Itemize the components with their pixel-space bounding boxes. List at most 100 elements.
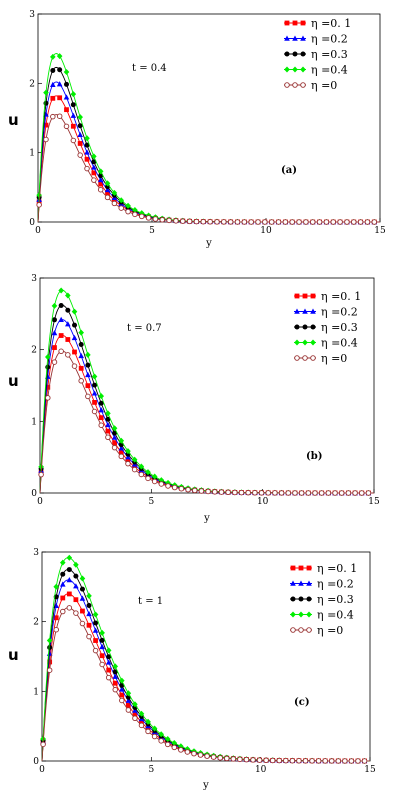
data-point	[98, 400, 104, 406]
y-tick-label: 0	[33, 757, 39, 767]
data-point	[99, 661, 105, 668]
data-point	[63, 69, 70, 76]
legend-marker	[300, 82, 306, 88]
legend-marker	[298, 627, 304, 633]
data-point	[99, 637, 105, 643]
y-tick-label: 1	[31, 417, 37, 427]
y-tick-label: 0	[29, 218, 35, 228]
data-point	[111, 434, 118, 440]
x-tick-label: 10	[255, 765, 267, 775]
data-point	[125, 458, 131, 463]
y-axis-label: u	[8, 111, 19, 129]
y-tick-label: 3	[33, 548, 39, 558]
data-point	[70, 102, 76, 108]
data-point	[84, 149, 90, 155]
legend-entry: η =0	[311, 79, 337, 92]
data-point	[53, 626, 59, 633]
data-point	[50, 95, 56, 101]
data-point	[71, 334, 78, 341]
legend-marker	[310, 308, 316, 314]
data-point	[53, 583, 60, 590]
legend-marker	[290, 565, 296, 571]
data-point	[106, 667, 112, 673]
data-point	[73, 573, 79, 579]
data-point	[50, 53, 56, 60]
series-5	[36, 113, 380, 225]
data-point	[50, 81, 56, 87]
y-tick-label: 2	[33, 618, 39, 628]
data-point	[138, 463, 145, 470]
time-annotation: t = 0.7	[127, 323, 162, 334]
data-point	[191, 750, 197, 757]
legend-entry: η =0.2	[317, 578, 354, 591]
data-point	[73, 610, 79, 616]
data-point	[56, 81, 63, 87]
x-tick-label: 15	[374, 226, 386, 236]
data-point	[43, 100, 49, 106]
data-point	[57, 95, 63, 101]
data-point	[335, 758, 342, 764]
data-point	[125, 454, 131, 460]
legend-marker	[292, 82, 298, 88]
data-point	[207, 219, 213, 225]
data-point	[365, 490, 372, 496]
legend-marker	[300, 20, 306, 26]
data-point	[132, 211, 138, 218]
data-point	[125, 702, 131, 708]
data-point	[178, 747, 184, 753]
data-point	[200, 218, 207, 225]
legend-marker	[306, 627, 312, 633]
data-point	[285, 490, 292, 496]
legend-marker	[298, 611, 304, 618]
data-point	[316, 219, 323, 225]
data-point	[72, 322, 78, 328]
data-point	[45, 395, 51, 401]
data-point	[66, 567, 72, 573]
data-point	[78, 342, 84, 348]
data-point	[171, 739, 178, 746]
legend-entry: η =0.4	[311, 64, 348, 77]
legend: η =0. 1 η =0.2 η =0.3 η =0.4 η =0	[290, 562, 357, 637]
data-point	[98, 407, 105, 413]
data-point	[92, 647, 99, 654]
series-5	[38, 348, 374, 496]
data-point	[118, 453, 125, 460]
data-point	[86, 602, 92, 608]
data-point	[112, 669, 118, 675]
data-point	[66, 554, 73, 561]
x-tick-label: 15	[368, 497, 380, 507]
data-point	[325, 490, 332, 496]
data-point	[45, 364, 51, 370]
data-point	[91, 170, 97, 176]
panel-label: (a)	[281, 165, 297, 176]
data-point	[204, 753, 210, 759]
data-point	[77, 131, 83, 138]
data-point	[258, 490, 265, 496]
data-point	[151, 733, 158, 740]
data-point	[63, 94, 70, 100]
data-point	[302, 758, 309, 764]
data-point	[91, 373, 98, 380]
legend-marker	[298, 580, 304, 586]
data-point	[328, 758, 335, 764]
data-point	[98, 393, 105, 400]
legend-entry: η =0.2	[321, 306, 358, 319]
data-point	[66, 577, 73, 583]
data-point	[158, 477, 165, 484]
data-point	[227, 219, 234, 225]
data-point	[230, 756, 237, 762]
legend-marker	[290, 627, 296, 633]
legend-marker	[302, 339, 308, 346]
data-point	[351, 219, 357, 225]
y-tick-label: 1	[29, 149, 35, 159]
data-point	[97, 186, 104, 193]
data-point	[66, 605, 73, 611]
data-point	[118, 197, 125, 204]
data-point	[197, 752, 204, 758]
x-tick-label: 10	[260, 226, 272, 236]
legend-marker	[298, 596, 304, 602]
legend-marker	[306, 565, 312, 571]
data-point	[91, 159, 97, 165]
data-point	[125, 460, 131, 467]
